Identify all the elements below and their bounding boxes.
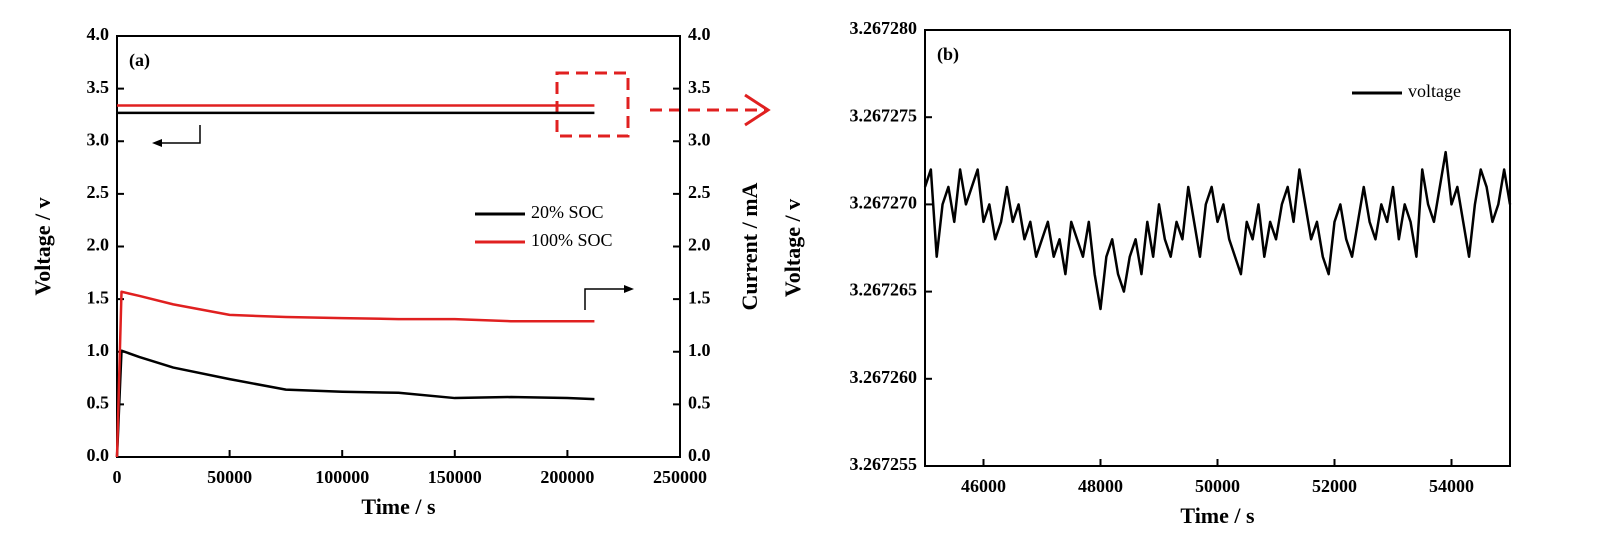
legend-label: 100% SOC	[531, 230, 613, 250]
y-tick-label: 2.5	[87, 182, 110, 202]
y-tick-label: 3.267280	[850, 18, 918, 38]
x-tick-label: 100000	[315, 467, 369, 487]
x-tick-label: 250000	[653, 467, 707, 487]
legend-label: voltage	[1408, 81, 1461, 101]
x-axis-title: Time / s	[361, 494, 436, 519]
x-tick-label: 54000	[1429, 476, 1474, 496]
x-tick-label: 50000	[1195, 476, 1240, 496]
y2-axis-title: Current / mA	[737, 182, 762, 310]
x-tick-label: 52000	[1312, 476, 1357, 496]
y2-tick-label: 1.5	[688, 287, 711, 307]
current-axis-arrow	[584, 288, 628, 310]
legend-label: 20% SOC	[531, 202, 604, 222]
y2-tick-label: 3.0	[688, 129, 711, 149]
y2-tick-label: 3.5	[688, 77, 711, 97]
zoom-arrow-head	[744, 93, 771, 127]
arrow-head	[624, 285, 634, 293]
y-tick-label: 3.267265	[850, 280, 918, 300]
y2-tick-label: 2.0	[688, 235, 711, 255]
y-tick-label: 1.5	[87, 287, 110, 307]
y-tick-label: 4.0	[87, 24, 110, 44]
y-tick-label: 3.267255	[850, 454, 918, 474]
y2-tick-label: 0.0	[688, 445, 711, 465]
arrow-head	[152, 139, 162, 147]
series-line	[115, 290, 595, 458]
x-tick-label: 48000	[1078, 476, 1123, 496]
y-tick-label: 3.267260	[850, 367, 918, 387]
y-tick-label: 3.267275	[850, 105, 918, 125]
voltage-axis-arrow	[155, 125, 201, 144]
x-tick-label: 150000	[428, 467, 482, 487]
y-tick-label: 3.5	[87, 77, 110, 97]
x-axis-title: Time / s	[1180, 503, 1255, 528]
y-tick-label: 1.0	[87, 340, 110, 360]
y2-tick-label: 4.0	[688, 24, 711, 44]
y2-tick-label: 2.5	[688, 182, 711, 202]
x-tick-label: 0	[113, 467, 122, 487]
x-tick-label: 46000	[961, 476, 1006, 496]
series-line	[923, 150, 1512, 311]
y-tick-label: 3.0	[87, 129, 110, 149]
x-tick-label: 50000	[207, 467, 252, 487]
y-tick-label: 3.267270	[850, 193, 918, 213]
series-line	[115, 349, 595, 458]
y-axis-title: Voltage / v	[780, 199, 805, 297]
y2-tick-label: 0.5	[688, 393, 711, 413]
y2-tick-label: 1.0	[688, 340, 711, 360]
panel-label: (a)	[129, 50, 150, 71]
panel-label: (b)	[937, 44, 959, 65]
y-tick-label: 2.0	[87, 235, 110, 255]
annotations	[152, 71, 771, 310]
y-axis-title: Voltage / v	[30, 197, 55, 295]
y-tick-label: 0.0	[87, 445, 110, 465]
y-tick-label: 0.5	[87, 393, 110, 413]
x-tick-label: 200000	[540, 467, 594, 487]
